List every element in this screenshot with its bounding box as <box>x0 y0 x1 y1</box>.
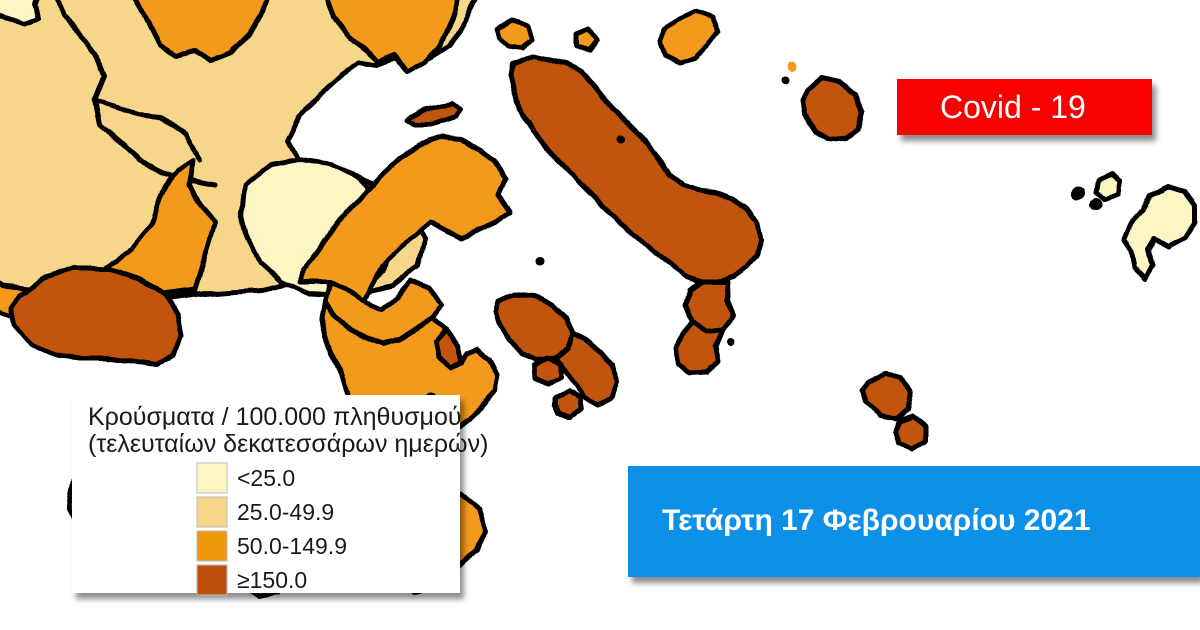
svg-text:Covid - 19: Covid - 19 <box>940 89 1086 125</box>
svg-text:<25.0: <25.0 <box>237 465 295 491</box>
svg-text:(τελευταίων δεκατεσσάρων ημερώ: (τελευταίων δεκατεσσάρων ημερών) <box>88 430 488 458</box>
svg-text:Τετάρτη 17 Φεβρουαρίου 2021: Τετάρτη 17 Φεβρουαρίου 2021 <box>662 504 1091 537</box>
svg-text:Κρούσματα / 100.000 πληθυσμού: Κρούσματα / 100.000 πληθυσμού <box>88 403 462 431</box>
svg-text:25.0-49.9: 25.0-49.9 <box>237 499 334 525</box>
svg-text:≥150.0: ≥150.0 <box>237 567 307 593</box>
svg-text:50.0-149.9: 50.0-149.9 <box>237 533 347 559</box>
